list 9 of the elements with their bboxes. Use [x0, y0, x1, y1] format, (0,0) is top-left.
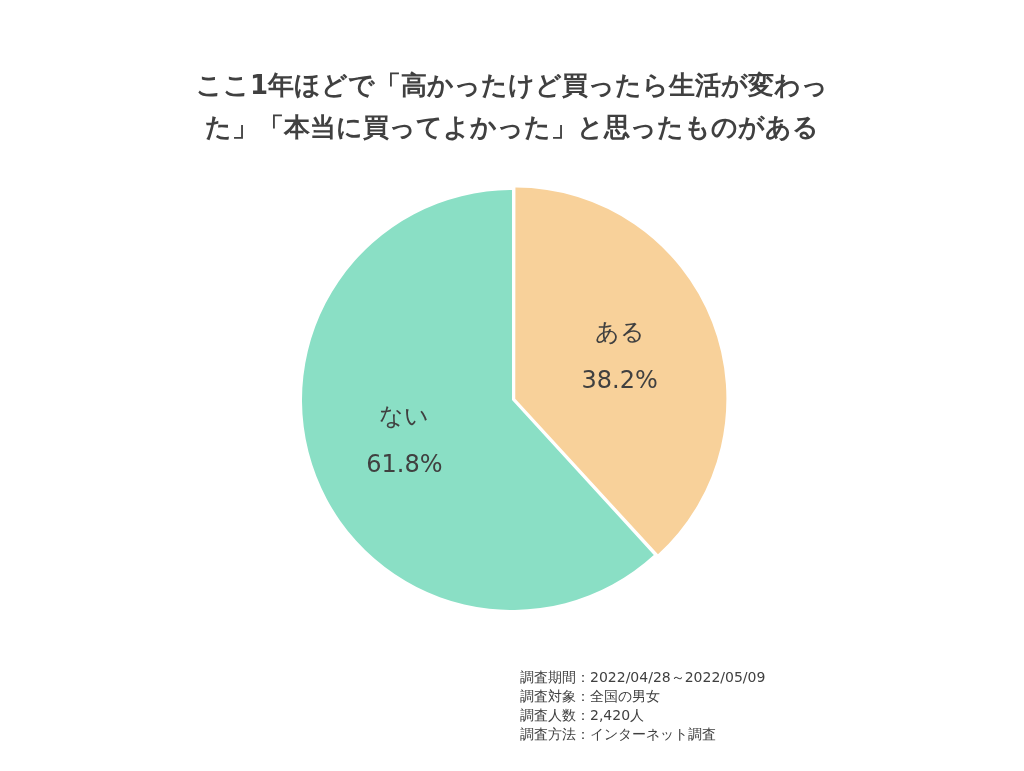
- chart-title: ここ1年ほどで「高かったけど買ったら生活が変わった」「本当に買ってよかった」と思ったものがある: [194, 69, 830, 144]
- text: 調査対象：全国の男女: [520, 687, 661, 706]
- text: 調査方法：インターネット調査: [520, 725, 717, 744]
- data-label: 61.8%: [366, 450, 443, 479]
- slice-label: ある: [594, 318, 645, 347]
- text: 調査人数：2,420人: [520, 706, 646, 725]
- data-label: 38.2%: [581, 366, 658, 395]
- text: 調査期間：2022/04/28～2022/05/09: [520, 668, 766, 687]
- slice-label: ない: [379, 402, 430, 431]
